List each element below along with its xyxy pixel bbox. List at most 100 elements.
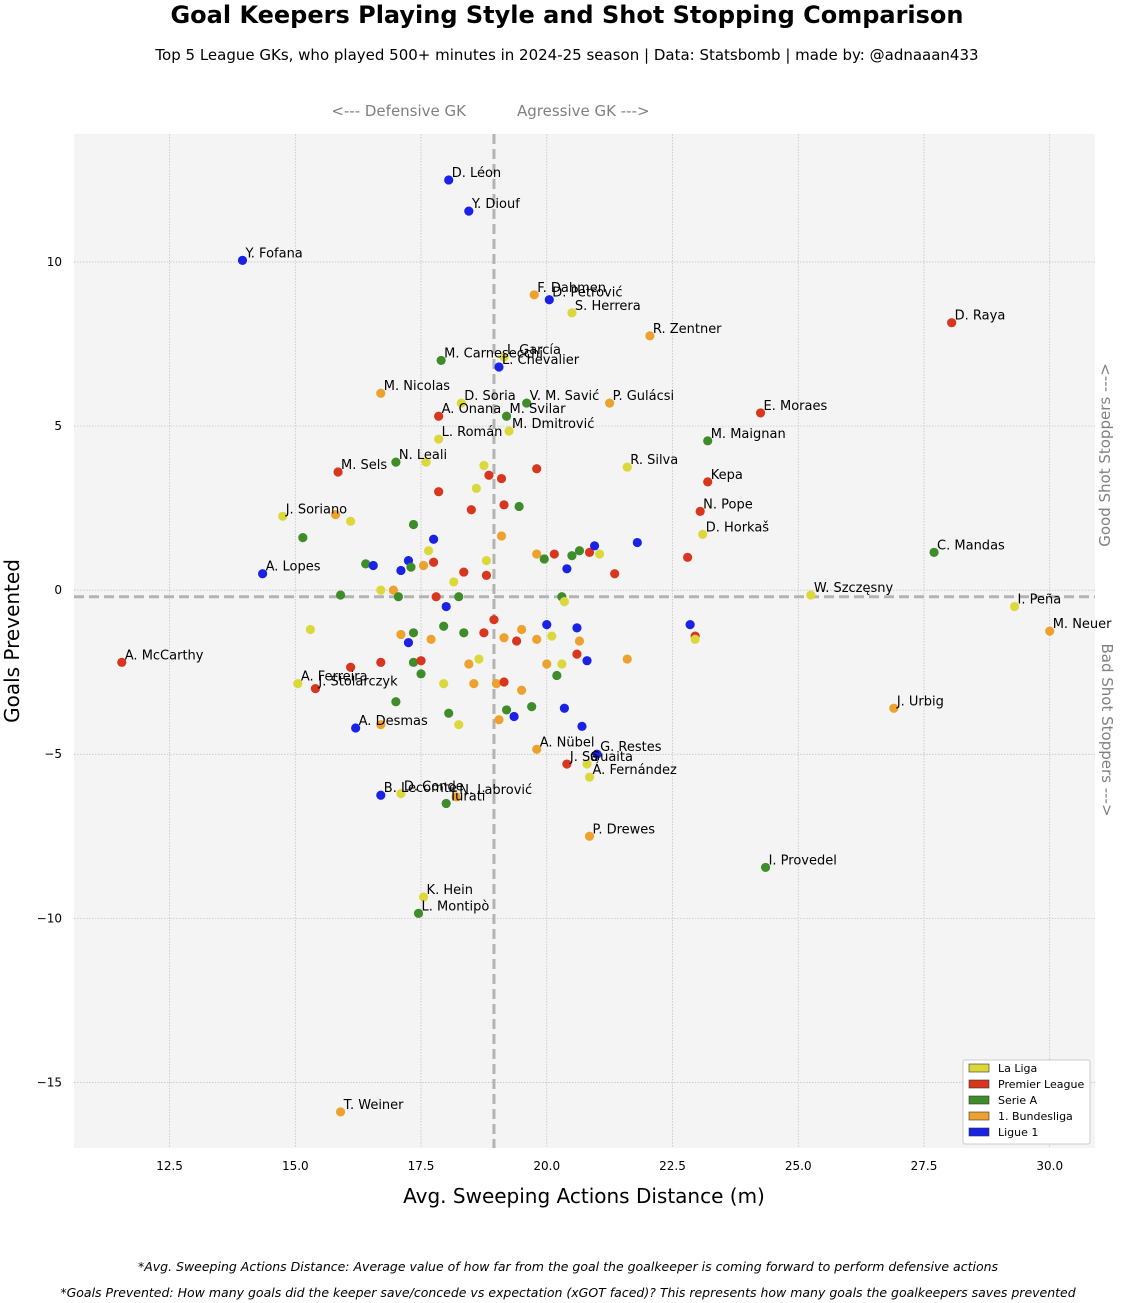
legend-box [962, 1059, 1091, 1145]
data-point [474, 654, 484, 664]
data-point [484, 470, 494, 480]
data-point [806, 590, 816, 600]
point-label: R. Zentner [653, 322, 722, 337]
point-label: W. Szczęsny [814, 581, 894, 596]
data-point [610, 569, 620, 579]
data-point [501, 705, 512, 715]
data-point [547, 631, 557, 641]
point-label: M. Carnesecchi [444, 346, 543, 361]
data-point [557, 659, 567, 669]
legend-label: 1. Bundesliga [998, 1110, 1073, 1123]
point-label: N. Pope [703, 497, 753, 512]
data-point [592, 749, 602, 759]
data-point [333, 467, 343, 477]
data-point [532, 464, 542, 474]
point-label: Kepa [711, 468, 743, 483]
data-point [577, 721, 587, 731]
data-point [376, 388, 386, 398]
data-point [567, 308, 577, 318]
point-label: D. Horkaš [706, 520, 770, 535]
data-point [117, 657, 127, 667]
x-tick-label: 30.0 [1036, 1159, 1063, 1173]
data-point [605, 398, 615, 408]
data-point [549, 549, 559, 559]
legend-swatch [968, 1079, 990, 1089]
data-point [703, 436, 713, 446]
data-point [517, 685, 527, 695]
data-point [527, 702, 537, 712]
y-tick-label: 0 [54, 583, 62, 597]
data-point [298, 533, 308, 543]
point-label: A. Desmas [359, 714, 428, 729]
point-label: A. Ferreira [301, 670, 368, 685]
data-point [504, 426, 514, 436]
y-axis-label: Goals Prevented [0, 559, 24, 723]
data-point [459, 567, 469, 577]
point-label: G. Restes [600, 740, 662, 755]
data-point [351, 723, 361, 733]
data-point [456, 398, 466, 408]
point-label: M. Sels [341, 458, 387, 473]
bad-shot-stoppers-guide: Bad Shot Stoppers ---> [1098, 643, 1116, 816]
data-point [589, 541, 600, 551]
defensive-gk-guide: <--- Defensive GK [331, 102, 467, 120]
x-tick-label: 15.0 [282, 1159, 309, 1173]
data-point [293, 679, 303, 689]
legend-swatch [968, 1127, 990, 1137]
y-tick-label: 10 [47, 255, 62, 269]
data-point [429, 534, 439, 544]
point-label: Á. Fernández [593, 762, 678, 778]
data-point [335, 590, 346, 600]
point-label: R. Silva [630, 453, 678, 468]
point-label: S. Herrera [575, 299, 641, 314]
point-label: M. Svilar [510, 402, 567, 417]
data-point [703, 477, 713, 487]
data-point [278, 511, 288, 521]
data-point [501, 411, 512, 421]
data-point [346, 516, 356, 526]
data-point [376, 585, 386, 595]
data-point [396, 788, 406, 799]
point-label: F. Dahmen [537, 281, 606, 296]
point-label: D. Soria [464, 389, 515, 404]
point-label: Guaita [590, 750, 633, 765]
data-point [494, 362, 504, 372]
legend-swatch [968, 1063, 990, 1073]
y-tick-label: 5 [54, 419, 62, 433]
data-point [559, 597, 569, 607]
data-point [532, 549, 542, 559]
point-label: N. Labrović [459, 783, 532, 798]
data-point [408, 657, 419, 667]
point-label: Turati [448, 789, 485, 804]
data-point [464, 659, 474, 669]
point-label: L. Román [442, 425, 503, 440]
data-point [330, 510, 341, 520]
data-point [622, 462, 632, 472]
x-tick-label: 20.0 [533, 1159, 560, 1173]
data-point [645, 331, 655, 341]
data-point [622, 654, 632, 664]
plot-area [74, 134, 1095, 1148]
data-point [335, 1107, 346, 1117]
data-point [517, 624, 527, 635]
data-point [559, 703, 569, 713]
reference-lines [74, 134, 1095, 1148]
data-point [459, 628, 469, 638]
data-point [562, 564, 572, 574]
data-point [237, 255, 248, 265]
data-point [698, 529, 708, 539]
data-point [499, 677, 509, 687]
data-point [258, 569, 268, 579]
data-point [416, 669, 426, 679]
data-point [426, 634, 436, 644]
good-shot-stoppers-guide: Good Shot Stoppers ---> [1096, 363, 1114, 547]
data-point [439, 679, 449, 689]
data-point [532, 634, 542, 644]
point-label: Y. Fofana [244, 246, 302, 261]
data-point [388, 585, 398, 595]
point-label: L. Montipò [422, 899, 490, 914]
point-label: I. García [507, 343, 561, 358]
data-point [454, 720, 464, 730]
point-label: D. Léon [452, 166, 501, 181]
